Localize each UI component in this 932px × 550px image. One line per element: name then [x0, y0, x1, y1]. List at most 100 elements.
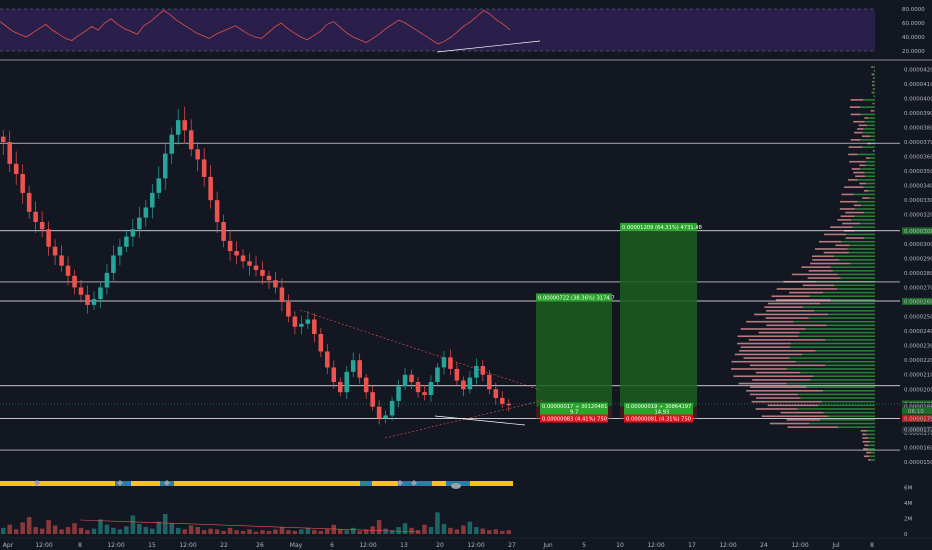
price-tick-label: 0.00002500 [904, 315, 932, 321]
volume-bar [59, 529, 64, 534]
trend-support-line[interactable] [384, 399, 546, 439]
profile-bar-up [840, 277, 875, 279]
profile-bar-down [864, 117, 869, 119]
volume-bar [182, 529, 187, 534]
profile-bar-up [797, 408, 875, 410]
profile-bar-up [870, 459, 875, 461]
entry-label: 0.00000019 ÷ 30864197 [626, 404, 691, 410]
profile-bar-up [789, 357, 875, 359]
candle-body [117, 246, 123, 256]
profile-bar-down [749, 364, 826, 367]
profile-bar-up [839, 259, 875, 261]
profile-bar-down [861, 135, 871, 138]
candle-body [0, 136, 6, 142]
profile-bar-down [841, 193, 854, 196]
profile-bar-up [862, 146, 875, 148]
volume-bar [273, 529, 278, 534]
candle-body [376, 406, 382, 419]
candle-body [260, 270, 265, 276]
x-tick-label: 13 [400, 542, 408, 549]
profile-bar-up [863, 128, 875, 130]
candle-body [20, 174, 25, 193]
volume-bar [78, 527, 84, 534]
profile-bar-down [850, 99, 864, 101]
profile-bar-down [872, 77, 874, 79]
profile-bar-down [731, 360, 796, 363]
volume-bar [325, 528, 330, 534]
x-tick-label: 12:00 [467, 542, 484, 549]
profile-bar-down [746, 320, 794, 323]
ribbon-marker [164, 480, 170, 486]
profile-bar-up [820, 419, 875, 421]
profile-bar-down [789, 291, 824, 294]
candle-body [331, 367, 337, 382]
volume-bar [461, 525, 466, 534]
profile-bar-up [873, 109, 875, 112]
profile-bar-down [739, 349, 816, 352]
price-tick-label: 0.00003300 [904, 198, 932, 204]
ribbon-marker [397, 480, 403, 486]
volume-bar [26, 517, 32, 534]
target-zone[interactable] [620, 230, 697, 407]
candle-body [137, 217, 142, 230]
volume-bar [208, 528, 213, 534]
volume-bar [441, 523, 447, 534]
rsi-divergence-line[interactable] [436, 40, 541, 53]
x-tick-label: 26 [256, 542, 264, 549]
candle-body [448, 357, 453, 369]
candle-body [402, 374, 408, 387]
candles [0, 106, 512, 425]
profile-bar-down [749, 393, 799, 396]
trend-lower-line[interactable] [434, 415, 526, 426]
volume-bar [0, 527, 6, 534]
x-tick-label: 12:00 [35, 542, 52, 549]
profile-bar-down [850, 113, 861, 116]
candle-body [33, 211, 38, 222]
candle-body [13, 163, 19, 174]
profile-bar-down [755, 371, 801, 374]
profile-bar-down [853, 171, 865, 174]
entry-label-box [540, 402, 608, 416]
profile-bar-down [862, 440, 870, 443]
profile-bar-down [862, 197, 870, 199]
volume-bar [506, 530, 512, 534]
profile-bar-up [849, 251, 875, 254]
volume-bar [357, 530, 362, 534]
candle-body [72, 275, 77, 288]
volume-bar [117, 529, 123, 534]
x-tick-label: Apr [3, 542, 14, 549]
target-zone[interactable] [536, 301, 612, 407]
profile-bar-down [740, 328, 806, 330]
price-badge [902, 415, 932, 423]
profile-bar-down [872, 88, 874, 90]
trendlines [299, 309, 546, 439]
profile-bar-down [767, 404, 819, 407]
countdown-label: 06:10 [908, 409, 924, 415]
profile-bar-down [733, 375, 814, 378]
volume-bar [266, 530, 272, 534]
x-tick-label: 12:00 [719, 542, 736, 549]
profile-bar-up [822, 400, 875, 403]
volume-bar [286, 530, 291, 534]
volume-bar [448, 527, 453, 534]
profile-bar-down [808, 269, 833, 272]
profile-bar-down [734, 353, 803, 356]
x-tick-label: 10 [616, 542, 624, 549]
rsi-band [0, 9, 875, 51]
stop-label-box [540, 414, 608, 423]
profile-bar-up [860, 139, 875, 141]
volume-bar [52, 525, 58, 534]
price-tick-label: 0.00001700 [904, 431, 932, 437]
rsi-line [0, 9, 511, 45]
profile-bar-down [840, 215, 855, 218]
candle-body [124, 236, 129, 247]
profile-bar-down [766, 309, 815, 312]
candle-body [415, 382, 421, 393]
volume-bar [487, 530, 492, 534]
volume-bar [85, 530, 90, 534]
volume-bar [104, 524, 110, 534]
profile-bar-up [823, 389, 875, 392]
profile-bar-up [805, 328, 875, 330]
x-tick-label: 24 [760, 542, 768, 549]
